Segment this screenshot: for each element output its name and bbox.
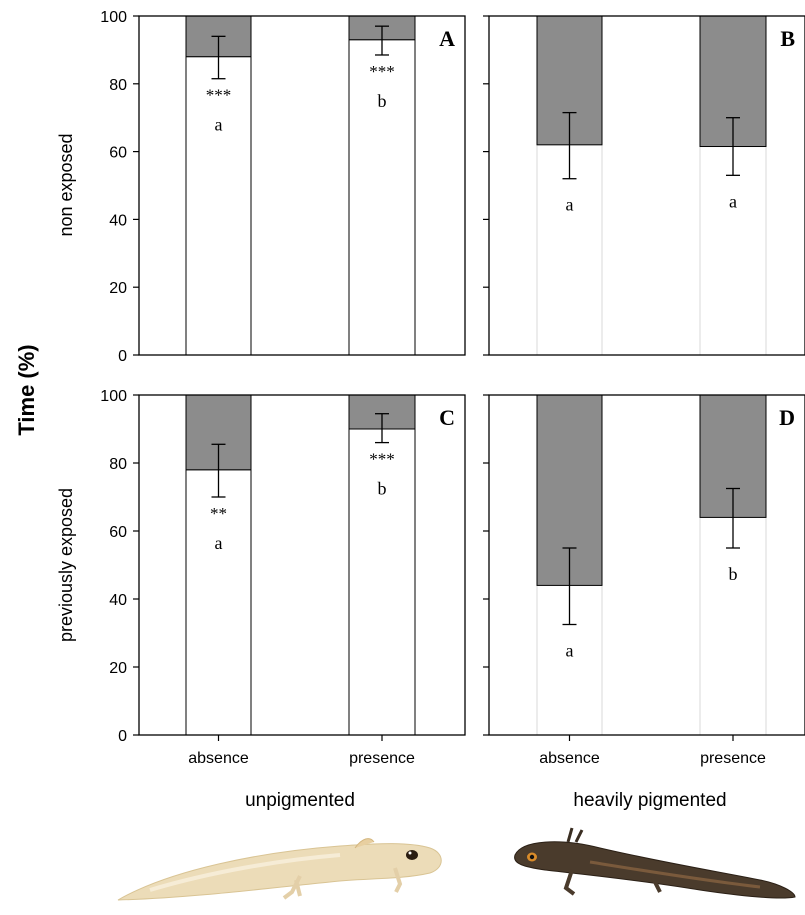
panel-letter-C: C (439, 405, 455, 430)
bar-lower-C-0 (185, 469, 252, 736)
panel-D: a absence b presence D (483, 394, 805, 767)
group-letter-C-0: a (215, 533, 223, 553)
panel-A: *** a *** b 0 20 40 60 80 100 A (100, 9, 466, 365)
category-label-C-1: presence (349, 750, 415, 767)
bar-lower-A-0 (185, 56, 252, 356)
unpigmented-larva-photo (117, 838, 442, 901)
group-letter-D-1: b (729, 564, 738, 584)
group-letter-C-1: b (378, 479, 387, 499)
bar-lower-D-1 (699, 516, 767, 736)
y-tick-label-C-40: 40 (109, 592, 127, 609)
category-label-D-0: absence (539, 750, 600, 767)
y-tick-label-C-20: 20 (109, 660, 127, 677)
panel-frame-B (488, 15, 805, 356)
pigmented-larva-photo (514, 827, 796, 899)
group-label-unpigmented: unpigmented (245, 790, 355, 811)
panel-frame-C (138, 394, 466, 736)
group-letter-D-0: a (566, 641, 574, 661)
y-tick-label-C-0: 0 (118, 728, 127, 745)
y-tick-label-A-60: 60 (109, 145, 127, 162)
y-tick-label-A-80: 80 (109, 77, 127, 94)
significance-stars-A-0: *** (206, 86, 232, 105)
row-label-top: non exposed (56, 133, 76, 236)
group-letter-A-0: a (215, 115, 223, 135)
y-tick-label-A-20: 20 (109, 280, 127, 297)
panel-letter-D: D (779, 405, 795, 430)
row-label-bottom: previously exposed (56, 488, 76, 642)
significance-stars-A-1: *** (369, 62, 395, 81)
bar-lower-C-1 (348, 428, 416, 736)
panel-B: a a B (483, 15, 805, 356)
y-tick-label-C-100: 100 (100, 388, 127, 405)
bar-lower-A-1 (348, 39, 416, 356)
bar-lower-B-1 (699, 146, 767, 356)
panel-C: ** a absence *** b presence 0 20 40 60 80 100 C (100, 388, 466, 767)
panel-letter-B: B (780, 26, 795, 51)
panels: *** a *** b 0 20 40 60 80 100 Aa a B ** a absence *** b pr… (100, 9, 805, 767)
panel-frame-A (138, 15, 466, 356)
y-tick-label-A-40: 40 (109, 212, 127, 229)
category-label-D-1: presence (700, 750, 766, 767)
group-letter-B-0: a (566, 195, 574, 215)
significance-stars-C-0: ** (210, 504, 227, 523)
panel-letter-A: A (439, 26, 455, 51)
y-tick-label-A-100: 100 (100, 9, 127, 26)
significance-stars-C-1: *** (369, 450, 395, 469)
y-axis-label: Time (%) (14, 344, 39, 435)
y-tick-label-C-80: 80 (109, 456, 127, 473)
y-tick-label-A-0: 0 (118, 348, 127, 365)
group-letter-A-1: b (378, 91, 387, 111)
group-letter-B-1: a (729, 191, 737, 211)
panel-frame-D (488, 394, 805, 736)
category-label-C-0: absence (188, 750, 249, 767)
y-tick-label-C-60: 60 (109, 524, 127, 541)
group-label-pigmented: heavily pigmented (573, 790, 726, 811)
